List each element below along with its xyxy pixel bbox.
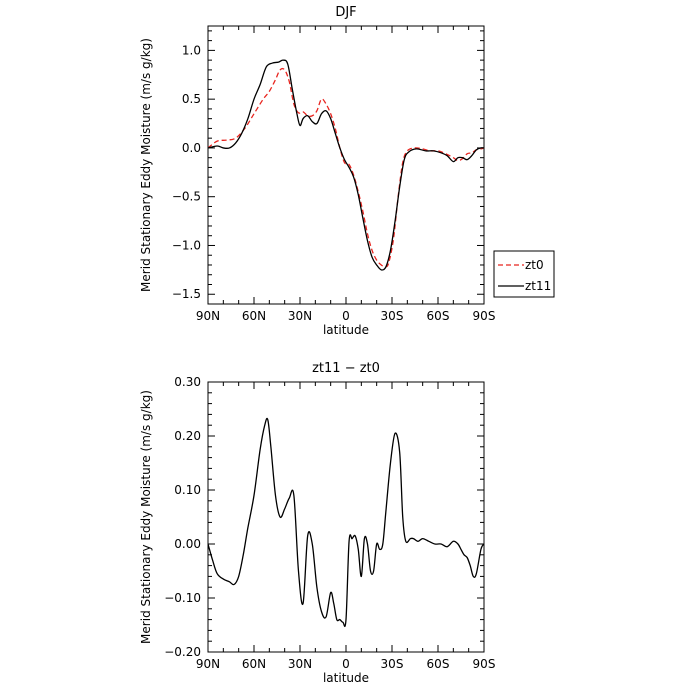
x-tick-label: 60S: [427, 309, 450, 323]
y-tick-label: −0.10: [164, 591, 201, 605]
x-tick-label: 90S: [473, 657, 496, 671]
legend-label: zt11: [525, 279, 551, 293]
y-tick-label: 0.00: [174, 537, 201, 551]
chart-2: zt11 − zt0 90N 60N 30N 0 30S 60S 90S −0.20 −0.10 0…: [139, 361, 495, 685]
y-tick-label: 0.10: [174, 483, 201, 497]
series-line-series-1: [208, 417, 484, 628]
y-axis-title: Merid Stationary Eddy Moisture (m/s g/kg…: [139, 38, 153, 292]
x-tick-label: 30S: [381, 309, 404, 323]
x-axis-title: latitude: [323, 671, 369, 685]
x-tick-label: 60N: [242, 309, 266, 323]
x-tick-label: 30N: [288, 309, 312, 323]
y-tick-label: −0.5: [172, 190, 201, 204]
legend-box: [493, 250, 555, 298]
y-tick-label: 1.0: [182, 43, 201, 57]
x-tick-label: 90N: [196, 657, 220, 671]
x-tick-label: 30N: [288, 657, 312, 671]
x-tick-label: 90N: [196, 309, 220, 323]
chart-title: zt11 − zt0: [312, 361, 380, 376]
chart-1: DJF 90N 60N 30N 0 30S 60S 90S −1.5 −1.0 −0.5 0.0 0.5…: [139, 5, 555, 337]
x-tick-label: 30S: [381, 657, 404, 671]
x-tick-label: 0: [342, 657, 350, 671]
chart-title: DJF: [335, 5, 356, 20]
y-tick-label: 0.30: [174, 375, 201, 389]
y-tick-label: −1.0: [172, 238, 201, 252]
series-line-zt11: [208, 59, 484, 271]
y-tick-label: −0.20: [164, 645, 201, 659]
x-tick-label: 90S: [473, 309, 496, 323]
y-tick-label: 0.5: [182, 92, 201, 106]
series-line-zt0: [208, 67, 484, 268]
x-axis-title: latitude: [323, 323, 369, 337]
y-tick-label: 0.20: [174, 429, 201, 443]
plot-frame: [207, 25, 485, 305]
x-tick-label: 0: [342, 309, 350, 323]
y-axis-title: Merid Stationary Eddy Moisture (m/s g/kg…: [139, 390, 153, 644]
x-tick-label: 60N: [242, 657, 266, 671]
y-tick-label: 0.0: [182, 141, 201, 155]
y-tick-label: −1.5: [172, 287, 201, 301]
legend: zt0 zt11: [493, 250, 555, 298]
legend-label: zt0: [525, 258, 544, 272]
x-tick-label: 60S: [427, 657, 450, 671]
